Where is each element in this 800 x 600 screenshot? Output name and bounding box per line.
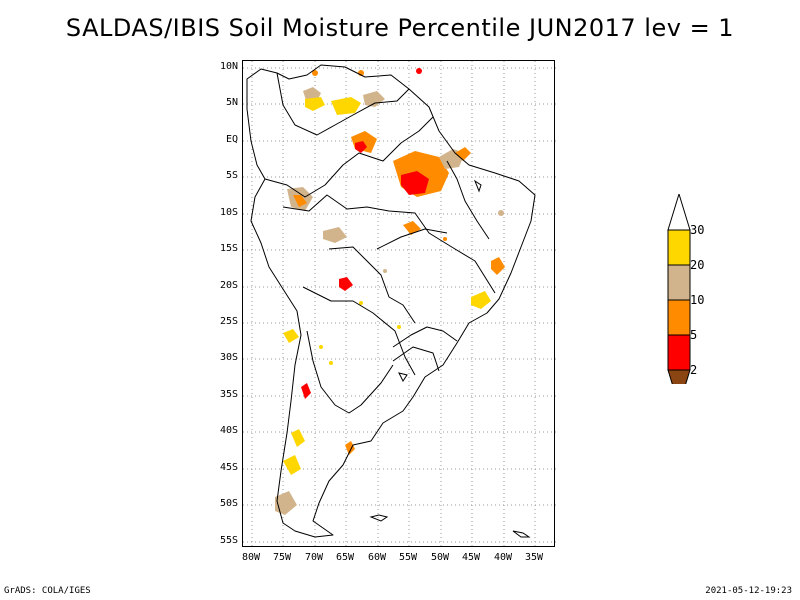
shading-patch-orange bbox=[455, 147, 471, 161]
colorbar bbox=[667, 194, 691, 384]
lon-label-80w: 80W bbox=[241, 552, 261, 563]
colorbar-label-5: 5 bbox=[690, 328, 698, 342]
shading-dot bbox=[359, 301, 363, 305]
lat-label-eq: EQ bbox=[225, 134, 238, 145]
lat-label-5n: 5N bbox=[225, 97, 238, 108]
lat-label-10s: 10S bbox=[219, 207, 238, 218]
lat-label-40s: 40S bbox=[219, 425, 238, 436]
lon-label-35w: 35W bbox=[524, 552, 544, 563]
footer-timestamp: 2021-05-12-19:23 bbox=[705, 586, 792, 596]
islands bbox=[369, 179, 531, 538]
lat-label-15s: 15S bbox=[219, 243, 238, 254]
colorbar-segment-10-20 bbox=[667, 264, 691, 301]
colorbar-label-10: 10 bbox=[690, 293, 705, 307]
shading-dot bbox=[397, 325, 401, 329]
lon-label-60w: 60W bbox=[367, 552, 387, 563]
shading-patch-tan bbox=[323, 227, 347, 243]
shading-dot bbox=[416, 68, 422, 74]
shading-patch-yellow bbox=[283, 455, 301, 475]
shading-patch-red bbox=[339, 277, 353, 291]
lon-label-50w: 50W bbox=[430, 552, 450, 563]
map-title: SALDAS/IBIS Soil Moisture Percentile JUN… bbox=[65, 14, 735, 42]
colorbar-label-2: 2 bbox=[690, 363, 698, 377]
shading-dot bbox=[498, 210, 504, 216]
shading-patch-yellow bbox=[305, 97, 325, 111]
shading-patch-tan bbox=[363, 91, 385, 107]
shading-patch-yellow bbox=[283, 329, 299, 343]
map-frame bbox=[242, 60, 556, 548]
colorbar-label-30: 30 bbox=[690, 223, 705, 237]
colorbar-segment-5-10 bbox=[667, 299, 691, 336]
colorbar-segment-above-30 bbox=[667, 194, 691, 231]
shading-patch-orange bbox=[293, 195, 307, 207]
shading-patch-tan bbox=[275, 491, 297, 515]
lon-label-45w: 45W bbox=[461, 552, 481, 563]
lon-label-75w: 75W bbox=[272, 552, 292, 563]
lat-label-45s: 45S bbox=[219, 462, 238, 473]
coastline bbox=[246, 64, 536, 538]
colorbar-label-20: 20 bbox=[690, 258, 705, 272]
lat-label-35s: 35S bbox=[219, 389, 238, 400]
colorbar-segment-below-2 bbox=[667, 369, 691, 384]
colorbar-segment-20-30 bbox=[667, 229, 691, 266]
map-canvas bbox=[243, 61, 556, 548]
lon-label-70w: 70W bbox=[304, 552, 324, 563]
shading-dot bbox=[312, 70, 318, 76]
shading-dot bbox=[443, 237, 447, 241]
lat-label-50s: 50S bbox=[219, 498, 238, 509]
shading-patch-red bbox=[301, 383, 311, 399]
footer-credit: GrADS: COLA/IGES bbox=[4, 586, 91, 596]
lon-label-55w: 55W bbox=[398, 552, 418, 563]
lat-label-5s: 5S bbox=[225, 170, 238, 181]
lat-label-25s: 25S bbox=[219, 316, 238, 327]
lat-label-55s: 55S bbox=[219, 535, 238, 546]
shading-patch-red bbox=[355, 141, 367, 153]
lon-label-65w: 65W bbox=[335, 552, 355, 563]
lat-label-10n: 10N bbox=[219, 61, 238, 72]
shading-patch-yellow bbox=[471, 291, 491, 309]
shading-patch-yellow bbox=[291, 429, 305, 447]
shading-patch-orange bbox=[345, 441, 355, 455]
lon-label-40w: 40W bbox=[493, 552, 513, 563]
shading-patch-red bbox=[401, 171, 429, 195]
percentile-shading bbox=[275, 68, 505, 515]
shading-dot bbox=[319, 345, 323, 349]
colorbar-segment-2-5 bbox=[667, 334, 691, 371]
graticule bbox=[243, 61, 556, 548]
lat-label-20s: 20S bbox=[219, 280, 238, 291]
shading-dot bbox=[383, 269, 387, 273]
shading-dot bbox=[329, 361, 333, 365]
lat-label-30s: 30S bbox=[219, 352, 238, 363]
shading-patch-orange bbox=[491, 257, 505, 275]
shading-patch-yellow bbox=[331, 97, 361, 115]
